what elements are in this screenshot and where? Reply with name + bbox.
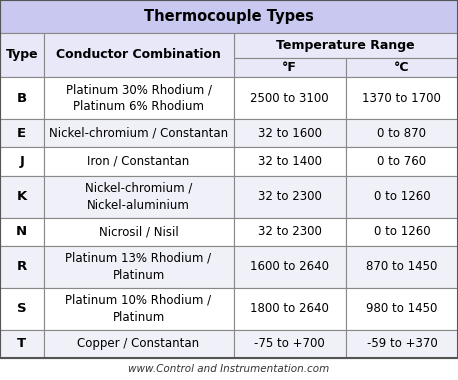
Text: 980 to 1450: 980 to 1450 [366,302,437,315]
Bar [346,58,458,77]
Text: Nicrosil / Nisil: Nicrosil / Nisil [98,225,179,238]
Text: 32 to 1600: 32 to 1600 [258,127,322,140]
Bar [44,119,234,147]
Bar [234,246,346,288]
Text: -59 to +370: -59 to +370 [366,337,437,350]
Bar [346,218,458,246]
Bar [44,218,234,246]
Text: Temperature Range: Temperature Range [277,39,415,52]
Text: Type: Type [5,49,38,62]
Text: S: S [17,302,27,315]
Text: 870 to 1450: 870 to 1450 [366,260,437,273]
Text: 0 to 870: 0 to 870 [377,127,426,140]
Bar [44,288,234,330]
Bar [234,77,346,119]
Bar [0,77,44,119]
Text: T: T [17,337,26,350]
Bar [0,147,44,176]
Bar [346,119,458,147]
Bar [0,218,44,246]
Text: °F: °F [282,61,297,74]
Text: www.Control and Instrumentation.com: www.Control and Instrumentation.com [128,364,330,374]
Text: K: K [16,190,27,203]
Bar [44,330,234,358]
Text: 32 to 2300: 32 to 2300 [258,190,322,203]
Bar [346,176,458,218]
Text: Thermocouple Types: Thermocouple Types [144,9,314,24]
Bar [44,33,234,77]
Text: 1370 to 1700: 1370 to 1700 [362,92,442,105]
Text: B: B [16,92,27,105]
Text: 0 to 1260: 0 to 1260 [374,225,430,238]
Text: N: N [16,225,27,238]
Text: E: E [17,127,26,140]
Bar [234,147,346,176]
Text: Iron / Constantan: Iron / Constantan [87,155,190,168]
Bar [44,147,234,176]
Bar [44,77,234,119]
Bar [234,218,346,246]
Bar [0,246,44,288]
Bar [0,176,44,218]
Text: 1800 to 2640: 1800 to 2640 [250,302,329,315]
Bar [234,119,346,147]
Bar [346,288,458,330]
Bar [44,246,234,288]
Bar [0,330,44,358]
Bar [0,33,44,77]
Bar [346,147,458,176]
Text: Copper / Constantan: Copper / Constantan [77,337,200,350]
Bar [234,330,346,358]
Text: 32 to 1400: 32 to 1400 [258,155,322,168]
Bar [234,288,346,330]
Bar [346,330,458,358]
Bar [0,0,458,33]
Bar [44,176,234,218]
Bar [0,119,44,147]
Text: Nickel-chromium /
Nickel-aluminium: Nickel-chromium / Nickel-aluminium [85,182,192,212]
Bar [346,246,458,288]
Text: °C: °C [394,61,409,74]
Text: 0 to 1260: 0 to 1260 [374,190,430,203]
Text: 1600 to 2640: 1600 to 2640 [250,260,329,273]
Bar [234,58,346,77]
Text: Conductor Combination: Conductor Combination [56,49,221,62]
Text: Platinum 13% Rhodium /
Platinum: Platinum 13% Rhodium / Platinum [65,252,212,282]
Text: 0 to 760: 0 to 760 [377,155,426,168]
Text: 2500 to 3100: 2500 to 3100 [251,92,329,105]
Text: 32 to 2300: 32 to 2300 [258,225,322,238]
Text: R: R [16,260,27,273]
Bar [234,33,458,58]
Text: Nickel-chromium / Constantan: Nickel-chromium / Constantan [49,127,228,140]
Text: -75 to +700: -75 to +700 [254,337,325,350]
Bar [346,77,458,119]
Bar [234,176,346,218]
Text: Platinum 10% Rhodium /
Platinum: Platinum 10% Rhodium / Platinum [65,294,212,324]
Bar [0,288,44,330]
Text: Platinum 30% Rhodium /
Platinum 6% Rhodium: Platinum 30% Rhodium / Platinum 6% Rhodi… [65,83,212,113]
Text: J: J [19,155,24,168]
